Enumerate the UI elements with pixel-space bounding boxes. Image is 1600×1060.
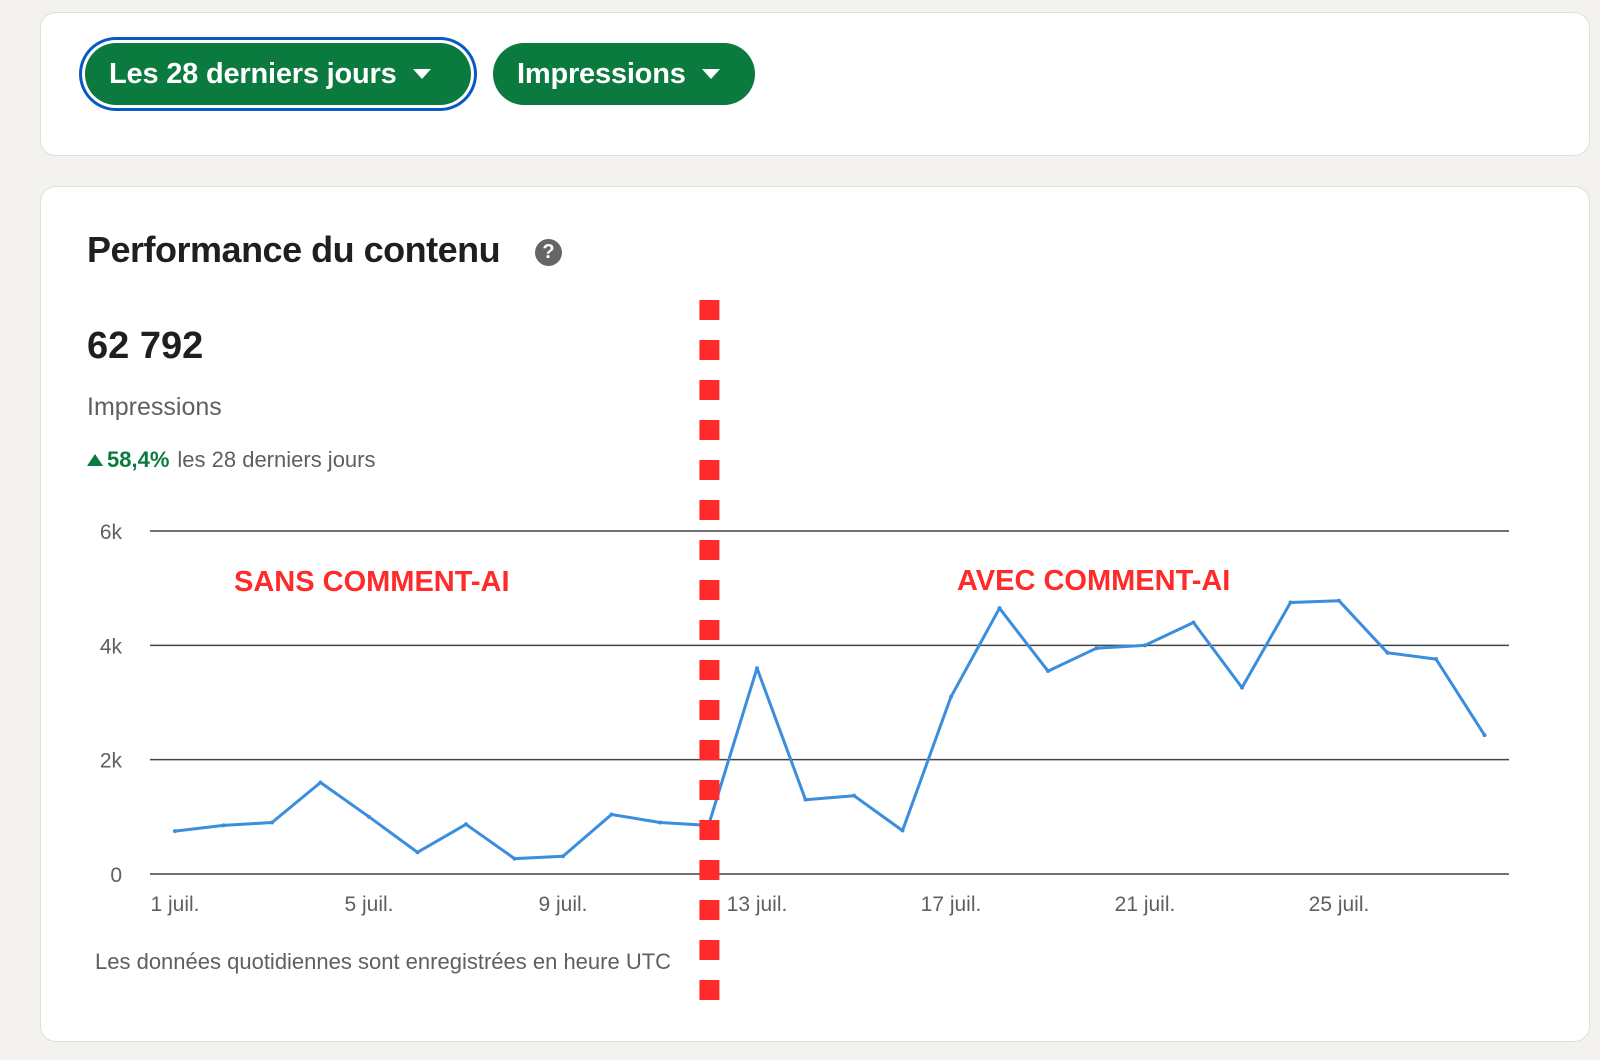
utc-footnote: Les données quotidiennes sont enregistré…: [95, 949, 672, 974]
comparison-divider-dash: [699, 700, 720, 720]
data-point: [1434, 657, 1438, 662]
comparison-divider-dash: [699, 900, 720, 920]
x-tick-label: 5 juil.: [344, 893, 393, 916]
comparison-divider-dash: [699, 940, 720, 960]
trend-value: 58,4%: [107, 447, 170, 472]
x-tick-label: 1 juil.: [150, 893, 199, 916]
data-point: [270, 820, 274, 825]
data-point: [318, 780, 323, 785]
comparison-divider-dash: [699, 460, 720, 480]
data-point: [900, 828, 905, 833]
trend-period: les 28 derniers jours: [177, 447, 376, 472]
data-point: [609, 812, 614, 817]
question-circle-icon[interactable]: ?: [535, 239, 562, 266]
x-tick-label: 17 juil.: [921, 893, 982, 916]
data-point: [949, 694, 953, 699]
period-dropdown[interactable]: Les 28 derniers jours: [85, 43, 471, 105]
metric-dropdown-label: Impressions: [517, 57, 686, 90]
comparison-divider-dash: [699, 660, 720, 680]
data-point: [658, 820, 662, 825]
data-point: [803, 797, 808, 802]
x-tick-label: 9 juil.: [538, 893, 587, 916]
data-point: [1482, 733, 1487, 738]
comparison-divider-dash: [699, 500, 720, 520]
period-dropdown-label: Les 28 derniers jours: [109, 57, 397, 90]
y-tick-label: 4k: [100, 635, 123, 658]
comparison-divider-dash: [699, 580, 720, 600]
data-point: [1143, 643, 1147, 648]
chevron-down-icon: [412, 69, 431, 79]
x-tick-label: 21 juil.: [1115, 893, 1176, 916]
comparison-divider-dash: [699, 340, 720, 360]
data-point: [1046, 669, 1050, 674]
comparison-divider-dash: [699, 380, 720, 400]
y-tick-label: 6k: [100, 521, 123, 544]
metric-dropdown[interactable]: Impressions: [493, 43, 755, 105]
data-point: [367, 814, 371, 819]
x-tick-label: 13 juil.: [727, 893, 788, 916]
data-point: [1240, 685, 1244, 690]
data-point: [1094, 646, 1099, 651]
comparison-divider-dash: [699, 780, 720, 800]
data-point: [221, 823, 226, 828]
comparison-divider-dash: [699, 740, 720, 760]
y-tick-label: 0: [110, 864, 122, 887]
total-impressions-label: Impressions: [87, 393, 222, 421]
comparison-divider-dash: [699, 540, 720, 560]
impressions-series-line: [173, 599, 1486, 861]
data-point: [1385, 650, 1390, 655]
data-point: [173, 829, 177, 834]
comparison-divider-dash: [699, 300, 720, 320]
data-point: [464, 822, 468, 827]
data-point: [512, 856, 517, 861]
data-point: [561, 854, 565, 859]
filter-bar: Les 28 derniers jours Impressions: [40, 12, 1590, 156]
comparison-divider-dash: [699, 420, 720, 440]
comparison-divider-dash: [699, 980, 720, 1000]
annotation-with: AVEC COMMENT-AI: [957, 565, 1230, 597]
trend-indicator: 58,4% les 28 derniers jours: [87, 447, 376, 473]
comparison-divider-dash: [699, 860, 720, 880]
chevron-down-icon: [701, 69, 720, 79]
trend-up-icon: [87, 454, 103, 466]
data-point: [1191, 620, 1196, 625]
data-point: [755, 666, 759, 671]
data-point: [415, 850, 420, 855]
x-tick-label: 25 juil.: [1309, 893, 1370, 916]
data-point: [997, 606, 1002, 611]
y-tick-label: 2k: [100, 750, 123, 773]
comparison-divider-dash: [699, 820, 720, 840]
data-point: [1288, 600, 1293, 605]
total-impressions-value: 62 792: [87, 325, 204, 367]
annotation-without: SANS COMMENT-AI: [234, 566, 510, 598]
content-performance-card: Performance du contenu ? 62 792 Impressi…: [40, 186, 1590, 1042]
page-title: Performance du contenu: [87, 229, 501, 270]
data-point: [1337, 598, 1341, 603]
comparison-divider-dash: [699, 620, 720, 640]
data-point: [852, 793, 856, 798]
